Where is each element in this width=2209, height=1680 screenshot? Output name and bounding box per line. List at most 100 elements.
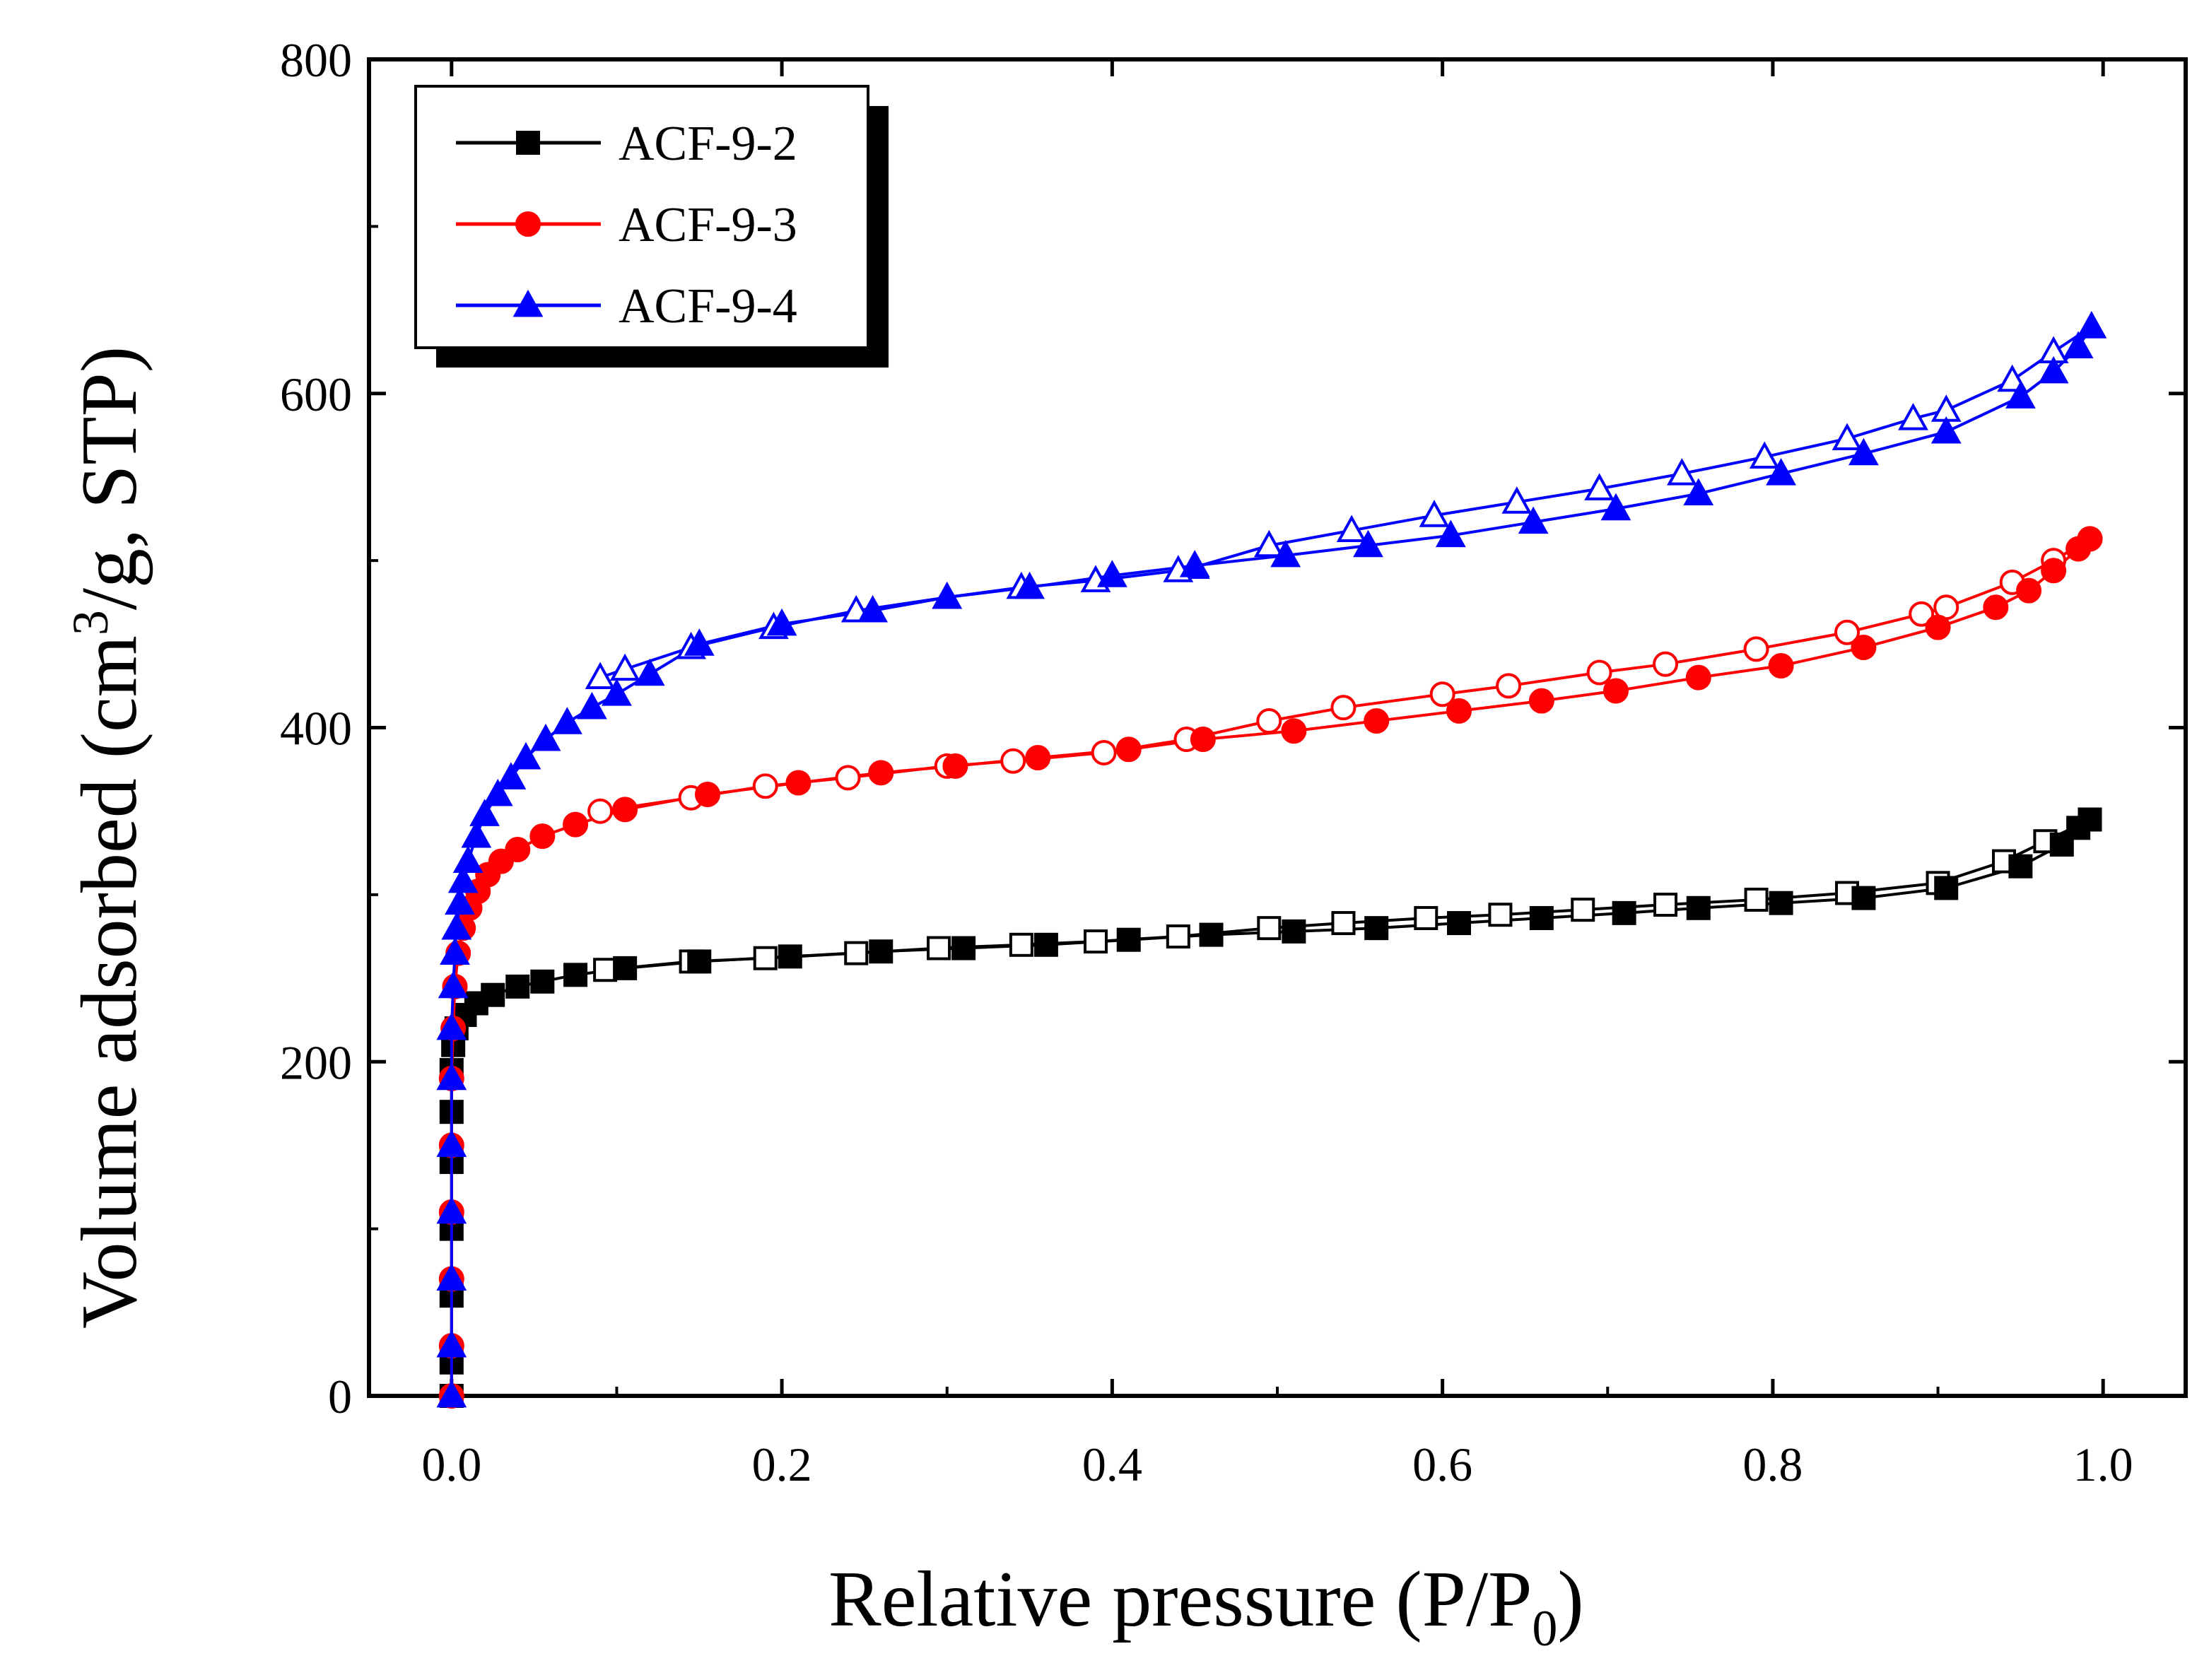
desorption-point [1749, 441, 1780, 469]
desorption-point [835, 765, 861, 791]
y-tick-label: 200 [280, 1035, 352, 1089]
adsorption-point [942, 753, 968, 779]
adsorption-point [436, 1329, 467, 1358]
adsorption-point [778, 944, 802, 969]
adsorption-point [2005, 381, 2036, 409]
adsorption-point [505, 837, 531, 863]
desorption-point [752, 773, 778, 799]
adsorption-point [2038, 356, 2069, 384]
adsorption-point [1766, 458, 1796, 486]
adsorption-point [461, 821, 492, 848]
adsorption-point [436, 1129, 467, 1157]
desorption-point [593, 958, 618, 982]
adsorption-point [2063, 331, 2094, 358]
adsorption-point [612, 797, 638, 823]
desorption-point [1997, 364, 2028, 392]
adsorption-point [1116, 927, 1141, 952]
adsorption-point [1446, 698, 1472, 724]
desorption-point [1653, 893, 1678, 917]
adsorption-point [1199, 922, 1224, 947]
adsorption-point [1033, 932, 1058, 957]
legend-label: ACF-9-2 [619, 117, 797, 171]
adsorption-point [1364, 708, 1390, 734]
desorption-point [1429, 681, 1455, 707]
adsorption-point [482, 778, 513, 806]
adsorption-point [2041, 558, 2067, 584]
adsorption-point [1983, 594, 2009, 621]
adsorption-point [440, 937, 470, 965]
adsorption-point [684, 628, 715, 656]
adsorption-point [563, 811, 589, 838]
desorption-point [1330, 695, 1357, 721]
desorption-point [1253, 529, 1284, 558]
adsorption-point [452, 845, 484, 873]
desorption-point [1336, 515, 1367, 542]
legend-marker [515, 211, 541, 237]
desorption-point [753, 946, 778, 970]
desorption-point [1571, 898, 1595, 922]
adsorption-point [530, 969, 555, 994]
desorption-point [1898, 403, 1928, 430]
x-tick-label: 1.0 [2073, 1438, 2133, 1491]
adsorption-point [436, 1263, 467, 1291]
desorption-point [1584, 473, 1615, 500]
desorption-point [587, 798, 614, 824]
adsorption-point [2076, 311, 2107, 339]
desorption-point [1331, 911, 1356, 936]
desorption-point [1257, 916, 1282, 941]
adsorption-point [1683, 478, 1714, 505]
adsorption-point [687, 949, 712, 974]
adsorption-point [1848, 437, 1879, 466]
adsorption-point [436, 1196, 467, 1224]
desorption-point [1091, 739, 1117, 765]
adsorption-point [1014, 571, 1045, 599]
adsorption-point [436, 1062, 467, 1091]
adsorption-point [613, 956, 638, 980]
adsorption-point [438, 970, 469, 999]
x-axis-title-end: ) [1557, 1556, 1583, 1643]
adsorption-point [551, 707, 582, 734]
adsorption-point [1096, 560, 1127, 587]
desorption-point [1009, 932, 1033, 957]
adsorption-point [1934, 876, 1959, 900]
y-axis-title-superscript: 3 [62, 610, 119, 635]
desorption-point [1667, 458, 1697, 486]
adsorption-point [1435, 519, 1466, 548]
legend-label: ACF-9-3 [619, 198, 797, 252]
desorption-point [1488, 903, 1513, 927]
adsorption-point [932, 582, 963, 609]
adsorption-point [1612, 900, 1636, 925]
adsorption-point [1685, 664, 1711, 691]
desorption-point [1832, 423, 1863, 450]
desorption-point [1256, 708, 1282, 734]
desorption-point [1496, 673, 1522, 699]
adsorption-point [1447, 911, 1471, 936]
adsorption-point [2008, 854, 2033, 879]
desorption-point [927, 936, 951, 961]
desorption-point [1000, 748, 1026, 774]
desorption-point [1586, 659, 1612, 686]
x-tick-labels: 0.0 0.2 0.4 0.6 0.8 1.0 [421, 1438, 2133, 1491]
y-tick-labels: 0 200 400 600 800 [280, 33, 352, 1423]
y-tick-label: 0 [328, 1370, 352, 1423]
adsorption-point [1353, 529, 1383, 558]
y-tick-label: 600 [280, 368, 352, 421]
desorption-point [609, 653, 640, 681]
adsorption-point [436, 1380, 467, 1408]
y-axis-title: Volume adsorbed (cm3/g, STP) [62, 346, 153, 1329]
adsorption-point [1518, 506, 1549, 534]
desorption-point [844, 941, 869, 965]
adsorption-point [1851, 635, 1877, 661]
adsorption-point [469, 799, 500, 826]
adsorption-point [868, 760, 894, 786]
adsorption-point [857, 594, 888, 623]
x-tick-label: 0.4 [1082, 1438, 1142, 1491]
y-tick-label: 800 [280, 33, 352, 87]
adsorption-point [530, 723, 561, 751]
y-tick-label: 400 [280, 702, 352, 756]
adsorption-point [1930, 416, 1962, 444]
series-ACF-9-4 [436, 311, 2107, 1408]
desorption-point [1909, 601, 1935, 627]
adsorption-point [1281, 718, 1307, 744]
